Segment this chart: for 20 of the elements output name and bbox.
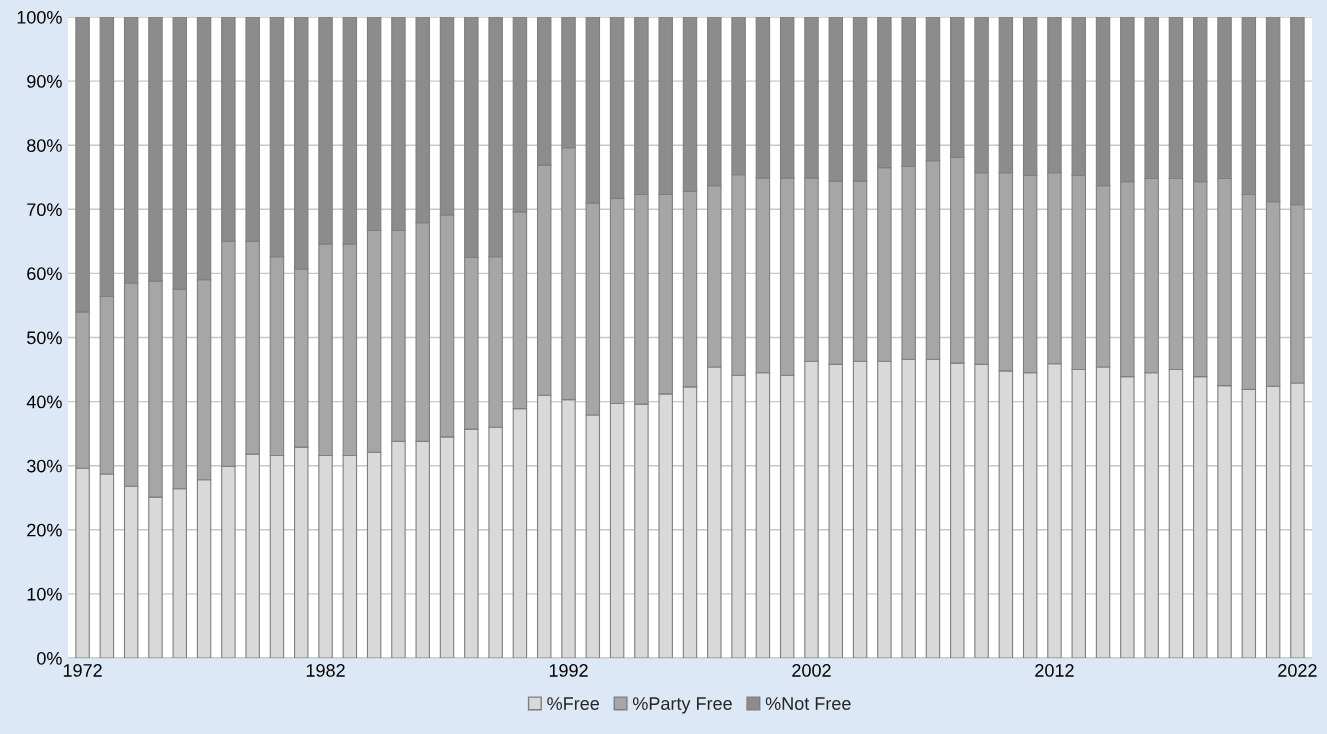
y-tick-label: 10% [27,587,62,601]
y-tick-label: 0% [37,651,62,665]
y-tick-label: 80% [27,139,62,152]
y-tick-label: 70% [27,203,62,217]
y-tick-label: 50% [27,331,62,345]
y-tick-label: 100% [17,10,62,24]
x-tick-label: 1992 [549,664,588,677]
x-tick-label: 2012 [1035,664,1074,677]
x-tick-label: 1972 [63,664,102,677]
x-tick-label: 2002 [792,664,831,677]
legend-label: %Free [547,697,600,710]
legend-label: %Not Free [765,697,851,710]
y-tick-label: 30% [27,459,62,473]
y-tick-label: 20% [27,523,62,537]
x-tick-label: 1982 [306,664,345,677]
legend-label: %Party Free [632,697,732,714]
y-tick-label: 40% [26,395,62,409]
y-tick-label: 90% [27,75,62,88]
y-tick-label: 60% [27,267,62,281]
x-tick-label: 2022 [1278,664,1317,677]
